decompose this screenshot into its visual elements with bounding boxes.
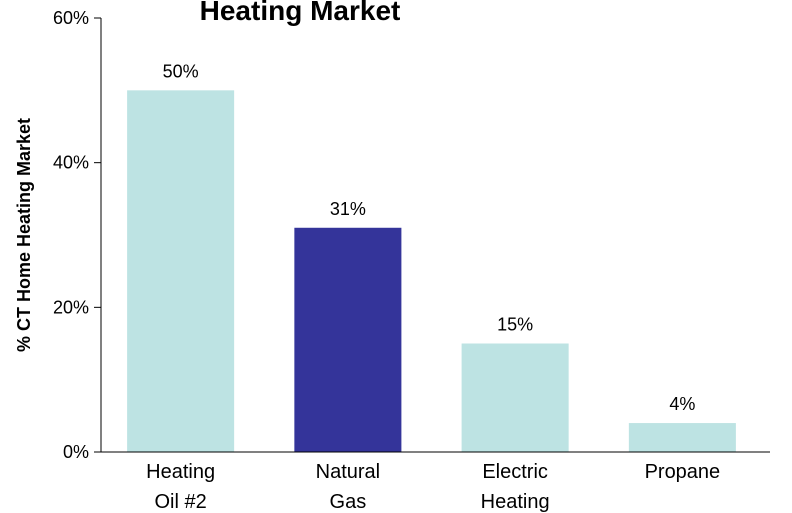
bar — [294, 227, 402, 452]
category-label: Electric — [482, 461, 548, 483]
bar — [127, 90, 235, 452]
y-axis-label: % CT Home Heating Market — [14, 118, 34, 352]
bar — [628, 423, 736, 452]
category-label: Propane — [645, 461, 721, 483]
category-label: Gas — [330, 491, 367, 513]
bar — [461, 343, 569, 452]
category-label: Heating — [481, 491, 550, 513]
data-label: 15% — [497, 315, 533, 335]
data-label: 50% — [163, 61, 199, 81]
y-tick-label: 0% — [63, 442, 89, 462]
y-tick-label: 20% — [53, 297, 89, 317]
category-label: Natural — [316, 461, 380, 483]
y-axis-ticks: 0% 20% 40% 60% — [53, 8, 101, 462]
chart-title: Heating Market — [200, 0, 401, 26]
category-label: Heating — [146, 461, 215, 483]
data-label: 4% — [669, 394, 695, 414]
y-tick-label: 40% — [53, 153, 89, 173]
y-tick-label: 60% — [53, 8, 89, 28]
data-labels: 50% 31% 15% 4% — [163, 61, 696, 414]
category-labels: Heating Oil #2 Natural Gas Electric Heating Pr… — [146, 461, 720, 513]
category-label: Oil #2 — [155, 491, 207, 513]
data-label: 31% — [330, 199, 366, 219]
bars — [127, 90, 736, 452]
